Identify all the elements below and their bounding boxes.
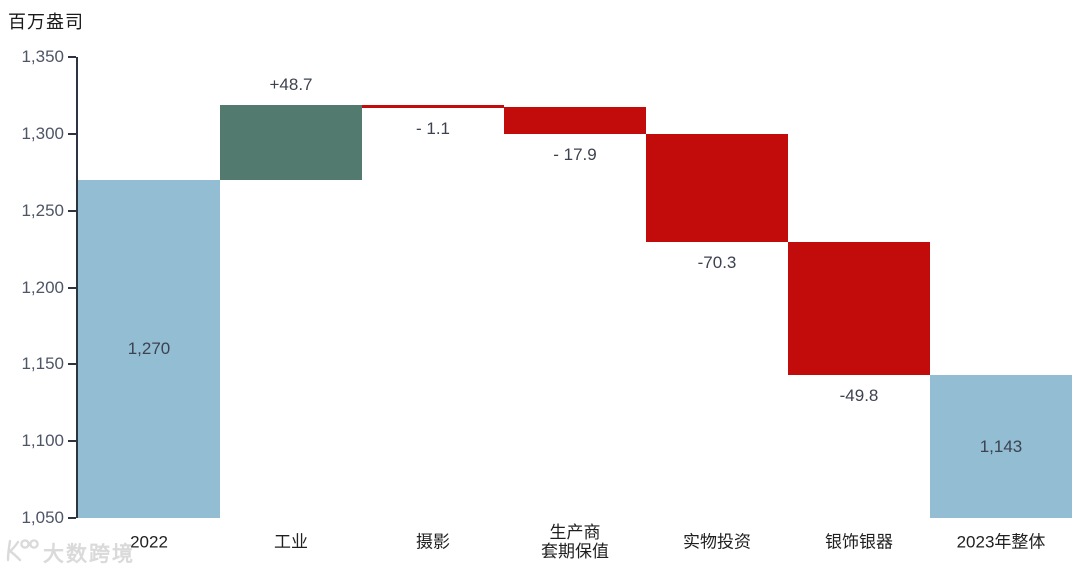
waterfall-bar-4 bbox=[504, 106, 646, 135]
y-axis-tick-label: 1,350 bbox=[21, 47, 64, 66]
y-axis-tick-label: 1,050 bbox=[21, 508, 64, 527]
waterfall-bar-3 bbox=[362, 105, 504, 108]
data-label: - 1.1 bbox=[415, 118, 451, 138]
data-label: +48.7 bbox=[269, 75, 313, 95]
x-axis-label: 实物投资 bbox=[683, 532, 751, 552]
x-axis-label: 工业 bbox=[274, 532, 308, 552]
y-axis-tick bbox=[68, 132, 76, 135]
y-axis-tick bbox=[68, 209, 76, 212]
y-axis-tick bbox=[68, 286, 76, 289]
x-axis-label: 2022 bbox=[130, 532, 168, 552]
data-label: -70.3 bbox=[697, 253, 737, 273]
x-axis-label: 生产商 套期保值 bbox=[541, 523, 609, 561]
watermark-logo-icon bbox=[5, 537, 39, 568]
waterfall-bar-5 bbox=[646, 134, 788, 243]
x-axis-label: 2023年整体 bbox=[956, 532, 1046, 552]
y-axis-tick-label: 1,250 bbox=[21, 200, 64, 220]
y-axis-tick bbox=[68, 363, 76, 366]
x-axis-label: 摄影 bbox=[416, 532, 450, 552]
data-label: 1,270 bbox=[127, 338, 171, 358]
waterfall-bar-1 bbox=[78, 179, 220, 518]
y-axis-tick bbox=[68, 440, 76, 443]
watermark: 大数跨境 bbox=[5, 537, 135, 568]
y-axis-unit-title: 百万盎司 bbox=[8, 12, 84, 32]
waterfall-bar-7 bbox=[930, 375, 1072, 518]
data-label: 1,143 bbox=[979, 436, 1023, 456]
y-axis-tick-label: 1,200 bbox=[21, 277, 64, 297]
y-axis-tick bbox=[68, 56, 76, 58]
y-axis-tick-label: 1,300 bbox=[21, 123, 64, 143]
y-axis-tick-label: 1,150 bbox=[21, 354, 64, 374]
watermark-text: 大数跨境 bbox=[43, 542, 135, 566]
y-axis-line bbox=[76, 57, 78, 518]
y-axis-tick bbox=[68, 517, 76, 519]
x-axis-label: 银饰银器 bbox=[825, 532, 893, 552]
data-label: - 17.9 bbox=[553, 145, 597, 165]
waterfall-bar-6 bbox=[788, 242, 930, 376]
y-axis-tick-label: 1,100 bbox=[21, 431, 64, 451]
data-label: -49.8 bbox=[839, 386, 879, 406]
waterfall-bar-2 bbox=[220, 105, 362, 180]
